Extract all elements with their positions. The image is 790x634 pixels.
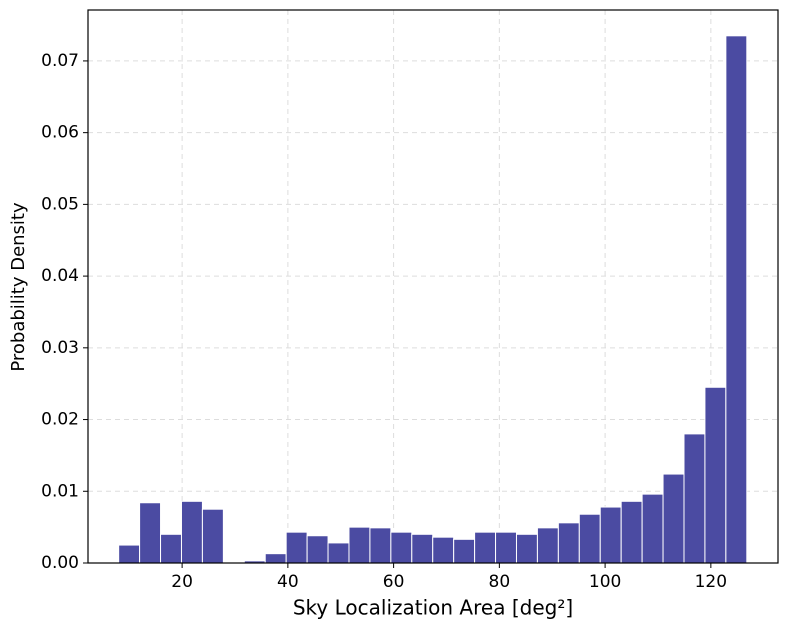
- bar: [641, 493, 664, 564]
- bar: [180, 500, 203, 564]
- y-tick-label: 0.00: [41, 553, 79, 573]
- bar: [620, 500, 643, 564]
- bar: [515, 533, 538, 564]
- x-axis-label: Sky Localization Area [deg²]: [293, 596, 573, 620]
- bar: [160, 533, 182, 564]
- bar: [725, 35, 748, 564]
- bars: [118, 35, 748, 564]
- y-tick-label: 0.06: [41, 123, 79, 143]
- bar: [306, 535, 329, 564]
- bar: [201, 508, 224, 564]
- bar: [285, 531, 308, 564]
- x-tick-label: 100: [589, 572, 621, 592]
- bar: [474, 531, 497, 564]
- bar: [390, 531, 413, 564]
- y-tick-label: 0.02: [41, 410, 79, 430]
- bar: [264, 553, 287, 564]
- y-tick-label: 0.04: [41, 266, 79, 286]
- bar: [536, 527, 559, 564]
- bar: [348, 526, 371, 564]
- y-tick-label: 0.03: [41, 338, 79, 358]
- x-tick-label: 40: [277, 572, 299, 592]
- x-tick-label: 20: [171, 572, 193, 592]
- bar: [453, 538, 476, 564]
- bar: [683, 433, 706, 564]
- x-tick-label: 80: [489, 572, 511, 592]
- y-tick-label: 0.01: [41, 481, 79, 501]
- bar: [118, 544, 141, 564]
- bar: [327, 542, 350, 564]
- plot-frame: [87, 9, 779, 564]
- y-axis-label: Probability Density: [8, 202, 29, 372]
- bar: [369, 527, 392, 564]
- axes: 20 40 60 80 100 120 0.00 0.01 0.02 0.03 0.04 0.05 0.…: [41, 51, 727, 592]
- bar: [432, 536, 455, 564]
- x-tick-label: 60: [383, 572, 405, 592]
- x-tick-label: 120: [695, 572, 727, 592]
- bar: [411, 533, 434, 564]
- bar: [578, 513, 601, 564]
- y-tick-label: 0.07: [41, 51, 79, 71]
- bar: [662, 473, 685, 564]
- bar: [139, 502, 162, 564]
- bar: [704, 386, 727, 564]
- bar: [599, 506, 622, 564]
- bar: [495, 531, 517, 564]
- bar: [557, 522, 580, 564]
- y-tick-label: 0.05: [41, 194, 79, 214]
